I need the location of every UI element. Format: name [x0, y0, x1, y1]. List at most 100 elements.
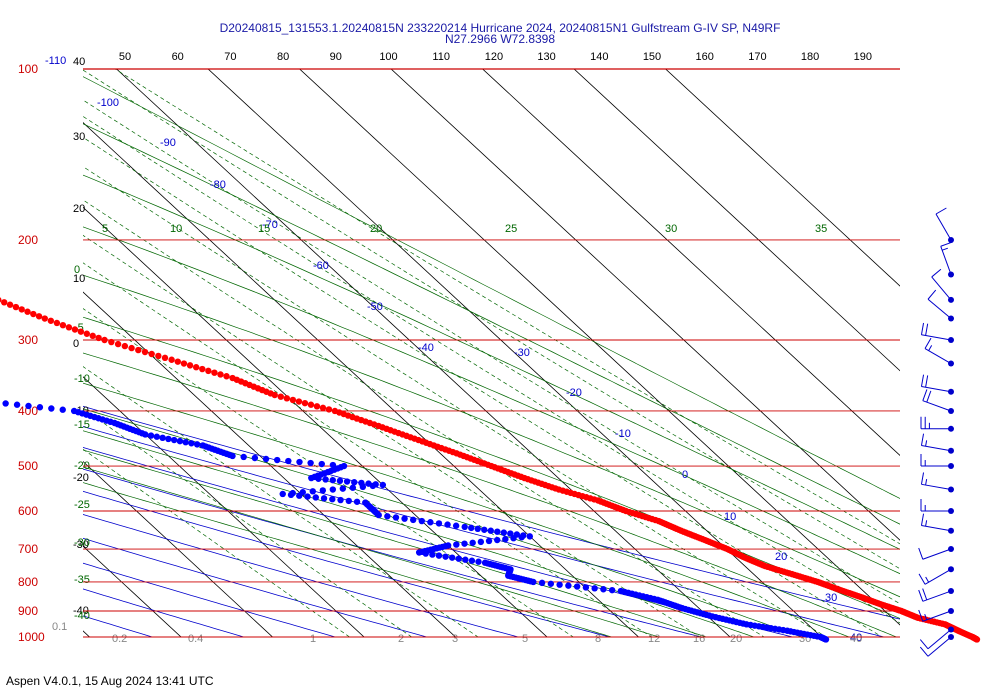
mixing-ratio-label: 2 — [398, 633, 404, 645]
dewpoint-point — [337, 496, 344, 504]
temperature-point — [180, 360, 188, 367]
dewpoint-point — [468, 524, 475, 532]
wind-barb — [919, 634, 954, 657]
dewpoint-point — [392, 514, 400, 521]
temperature-point — [128, 344, 135, 352]
mixing-label-left: -10 — [74, 373, 90, 385]
dry-adiabat-line — [0, 56, 7, 649]
temperature-point — [319, 404, 327, 412]
dewpoint-point — [518, 534, 525, 541]
dewpoint-point — [315, 475, 322, 482]
mixing-ratio-line — [83, 448, 351, 637]
isotherm-line — [83, 545, 182, 637]
mixing-ratio-label: 1 — [310, 633, 316, 645]
temp-label-left: -20 — [73, 472, 89, 484]
mixing-ratio-line — [83, 408, 413, 637]
dewpoint-point — [339, 485, 347, 492]
temperature-point — [277, 393, 284, 400]
dewpoint-point — [565, 582, 572, 589]
temperature-point — [18, 306, 25, 313]
temperature-point — [141, 348, 149, 356]
dewpoint-point — [822, 636, 830, 643]
mixing-ratio-line — [83, 366, 479, 637]
dewpoint-point — [142, 431, 149, 438]
mixing-ratio-label: 0.1 — [52, 621, 67, 633]
dewpoint-point — [159, 434, 166, 442]
wind-barb — [922, 389, 954, 414]
wetbulb-label: 35 — [815, 223, 827, 235]
dewpoint-point — [477, 538, 485, 546]
mixing-ratio-line — [83, 116, 900, 624]
mixing-ratio-line — [83, 136, 883, 637]
isotherm-label: -30 — [514, 347, 530, 359]
dewpoint-point — [502, 535, 509, 543]
mixing-label-left: -25 — [74, 499, 90, 511]
dewpoint-point — [384, 513, 391, 520]
mixing-label-left: -20 — [74, 460, 90, 472]
temp-label-left: 10 — [73, 273, 85, 285]
isobar-label-200: 200 — [18, 233, 38, 247]
mixing-ratio-label: 12 — [648, 633, 660, 645]
temperature-point — [325, 406, 333, 413]
wetbulb-label: 5 — [102, 223, 108, 235]
temp-label-left: -30 — [73, 539, 89, 551]
dewpoint-point — [262, 455, 270, 463]
wind-barb — [918, 566, 954, 585]
dewpoint-point — [444, 521, 451, 528]
theta-top-label: 70 — [224, 51, 236, 63]
dewpoint-point — [182, 439, 189, 446]
dry-adiabat-line — [83, 562, 337, 637]
temperature-point — [77, 328, 85, 335]
mixing-ratio-line — [83, 234, 701, 637]
isotherm-line — [83, 291, 457, 637]
dewpoint-point — [556, 581, 563, 588]
mixing-ratio-line — [83, 69, 900, 570]
temperature-point — [168, 356, 175, 363]
isobar-label-700: 700 — [18, 542, 38, 556]
moist-adiabat-line — [83, 449, 708, 637]
dewpoint-point — [468, 557, 476, 564]
temperature-profile — [0, 297, 981, 643]
isotherm-label: 20 — [775, 551, 787, 563]
temperature-point — [6, 301, 14, 308]
temperature-point — [192, 364, 200, 371]
temperature-point — [295, 398, 303, 405]
mixing-label-left: 0 — [74, 264, 80, 276]
dewpoint-point — [462, 556, 469, 563]
dewpoint-point — [176, 437, 184, 445]
temperature-point — [186, 362, 194, 369]
isotherm-line — [83, 376, 365, 637]
temperature-point — [135, 346, 142, 354]
mixing-label-left: -30 — [74, 537, 90, 549]
mixing-ratio-label: 20 — [730, 633, 742, 645]
temperature-point — [108, 338, 115, 346]
dewpoint-point — [170, 436, 178, 444]
isotherm-line — [116, 69, 731, 637]
moist-adiabat-line — [83, 408, 803, 637]
dewpoint-point — [279, 490, 286, 498]
dewpoint-point — [345, 497, 352, 505]
mixing-ratio-line — [83, 199, 765, 637]
isobar-label-100: 100 — [18, 62, 38, 76]
temperature-point — [41, 315, 48, 322]
temperature-point — [155, 352, 162, 360]
temperature-point — [89, 332, 96, 340]
temp-label-left: 0 — [73, 338, 79, 350]
theta-top-label: 90 — [330, 51, 342, 63]
wind-barb — [940, 241, 954, 278]
dewpoint-point — [25, 402, 32, 410]
dewpoint-point — [538, 579, 546, 587]
theta-top-label: 100 — [379, 51, 397, 63]
isobar-label-1000: 1000 — [18, 630, 45, 644]
dewpoint-point — [329, 486, 337, 493]
isotherm-label: 40 — [850, 632, 862, 644]
isotherm-label: -20 — [566, 387, 582, 399]
dewpoint-point — [375, 511, 382, 519]
theta-top-label: 190 — [854, 51, 872, 63]
chart-title-line1: D20240815_131553.1.20240815N 233220214 H… — [219, 21, 781, 35]
temperature-point — [114, 340, 122, 348]
moist-adiabat-line — [83, 274, 900, 598]
isotherm-line — [390, 69, 900, 541]
